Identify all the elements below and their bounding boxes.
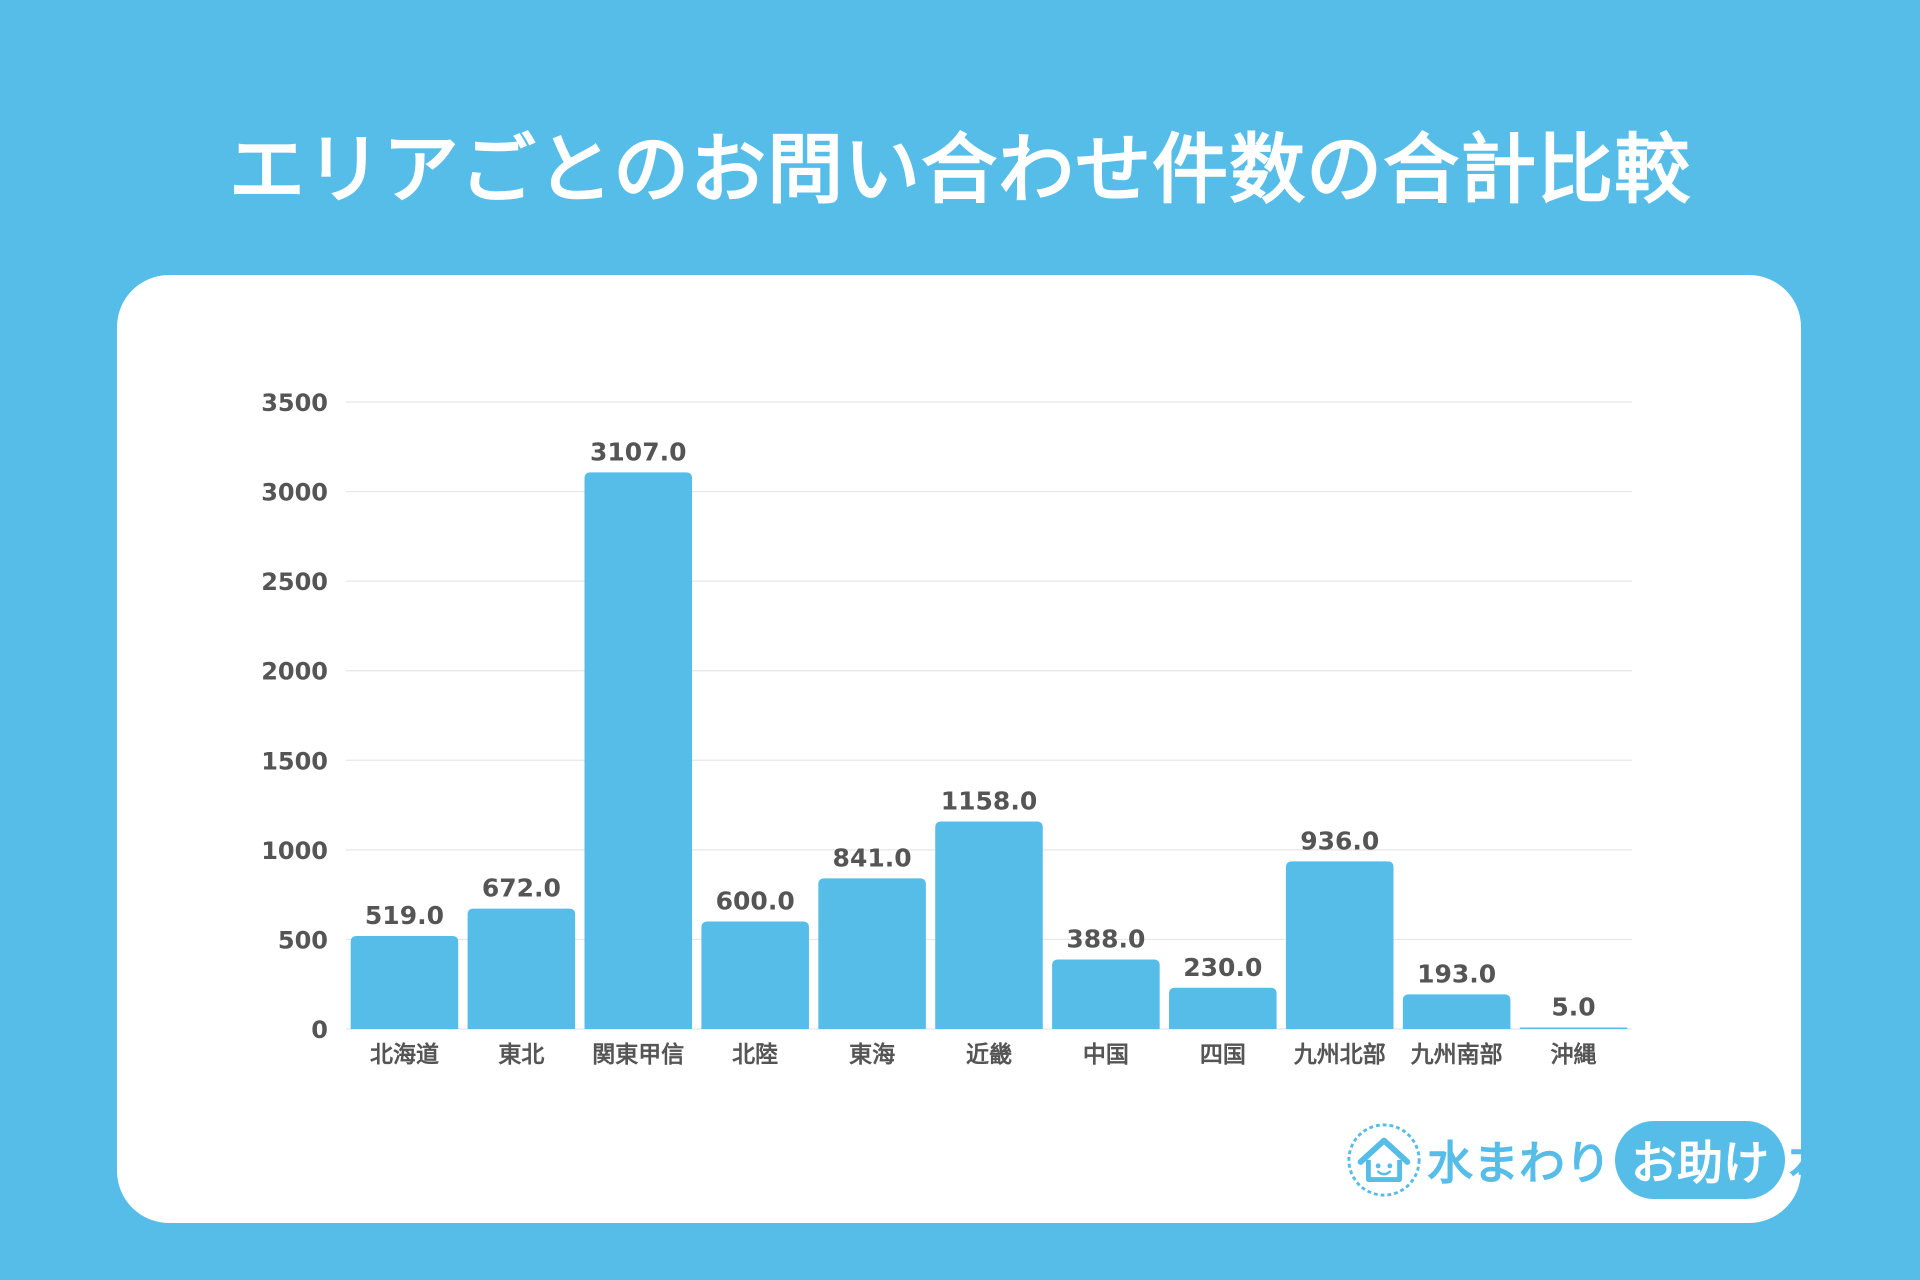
chart-title: エリアごとのお問い合わせ件数の合計比較: [228, 125, 1692, 214]
y-tick-label: 3000: [261, 479, 328, 507]
chart-card: [117, 275, 1801, 1223]
data-label: 1158.0: [941, 787, 1037, 816]
x-tick-label: 関東甲信: [592, 1041, 684, 1068]
bar-2: [467, 908, 576, 1029]
data-label: 841.0: [833, 843, 912, 872]
data-labels: 519.0 672.0 3107.0 600.0 841.0 1158.0 388.0 230…: [365, 437, 1596, 1021]
bar-9: [1285, 861, 1394, 1029]
brand-text-shop: 本舗: [1789, 1136, 1881, 1190]
bars: [350, 472, 1628, 1029]
data-label: 388.0: [1066, 924, 1145, 953]
data-label: 230.0: [1183, 953, 1262, 982]
house-icon: [1347, 1123, 1421, 1197]
y-tick-label: 500: [278, 926, 328, 954]
brand-name: 水まわり お助け 本舗: [1427, 1121, 1881, 1199]
x-axis-ticks: 北海道 東北 関東甲信 北陸 東海 近畿 中国 四国 九州北部 九州南部 沖縄: [370, 1041, 1597, 1068]
x-tick-label: 中国: [1083, 1042, 1129, 1068]
bar-5: [818, 878, 926, 1029]
data-label: 672.0: [482, 874, 561, 903]
y-tick-label: 0: [311, 1016, 328, 1044]
bar-11: [1519, 1027, 1628, 1029]
x-tick-label: 九州北部: [1293, 1041, 1386, 1068]
x-tick-label: 東海: [849, 1041, 895, 1068]
y-tick-label: 3500: [261, 389, 328, 417]
bar-6: [935, 821, 1043, 1029]
bar-8: [1169, 987, 1277, 1029]
y-tick-label: 1500: [261, 747, 328, 775]
brand-logo: 水まわり お助け 本舗: [1345, 1120, 1881, 1200]
x-tick-label: 北海道: [370, 1041, 439, 1068]
x-tick-label: 東北: [498, 1042, 544, 1068]
y-axis-ticks: 0 500 1000 1500 2000 2500 3000 3500: [261, 389, 328, 1044]
x-tick-label: 北陸: [732, 1042, 778, 1068]
x-tick-label: 九州南部: [1410, 1041, 1503, 1068]
bar-7: [1052, 959, 1160, 1029]
y-tick-label: 2500: [261, 568, 328, 596]
x-tick-label: 近畿: [966, 1042, 1012, 1068]
data-label: 600.0: [716, 887, 795, 916]
data-label: 936.0: [1300, 826, 1379, 855]
x-tick-label: 沖縄: [1551, 1042, 1597, 1068]
brand-text-water: 水まわり: [1427, 1136, 1611, 1190]
data-label: 519.0: [365, 901, 444, 930]
data-label: 3107.0: [590, 437, 686, 466]
y-tick-label: 2000: [261, 658, 328, 686]
x-tick-label: 四国: [1200, 1042, 1246, 1068]
data-label: 193.0: [1417, 959, 1496, 988]
brand-text-bubble: お助け: [1615, 1121, 1785, 1199]
y-tick-label: 1000: [261, 837, 328, 865]
bar-1: [350, 936, 459, 1029]
bar-10: [1402, 994, 1511, 1029]
bar-3: [584, 472, 693, 1029]
bar-4: [701, 921, 809, 1029]
data-label: 5.0: [1551, 993, 1595, 1022]
